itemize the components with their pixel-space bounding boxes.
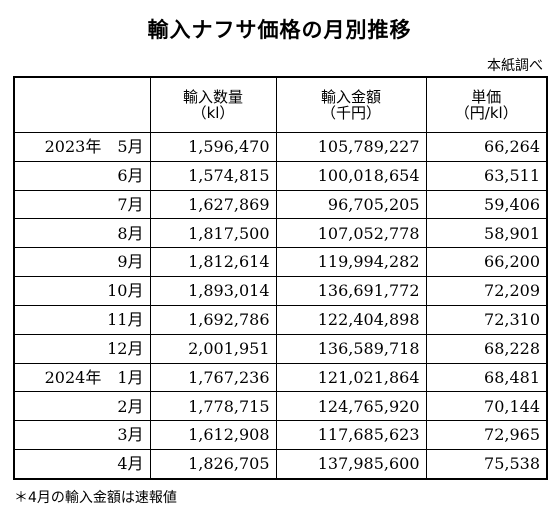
volume-cell: 1,612,908	[149, 420, 277, 451]
month-cell: 11月	[13, 304, 151, 335]
month-cell: 2月	[13, 391, 151, 422]
table-row: 6月 1,574,815 100,018,654 63,511	[13, 160, 548, 191]
table-row: 2023年 5月 1,596,470 105,789,227 66,264	[13, 132, 548, 162]
volume-cell: 1,767,236	[149, 362, 277, 393]
table-row: 10月 1,893,014 136,691,772 72,209	[13, 276, 548, 306]
price-cell: 72,310	[425, 304, 548, 335]
header-amount: 輸入金額 （千円）	[275, 76, 427, 133]
price-cell: 75,538	[425, 449, 548, 480]
header-amount-unit: （千円）	[320, 104, 381, 122]
month-cell: 8月	[13, 218, 151, 249]
month-cell: 3月	[13, 420, 151, 451]
header-price: 単価 （円/kl）	[425, 76, 548, 133]
source-label: 本紙調べ	[487, 58, 543, 74]
volume-cell: 1,778,715	[149, 391, 277, 422]
table-row: 9月 1,812,614 119,994,282 66,200	[13, 247, 548, 278]
amount-cell: 137,985,600	[275, 449, 427, 480]
price-cell: 63,511	[425, 160, 548, 191]
header-month	[13, 76, 151, 133]
volume-cell: 2,001,951	[149, 333, 277, 364]
price-cell: 72,209	[425, 276, 548, 306]
header-price-unit: （円/kl）	[454, 104, 518, 122]
month-cell: 12月	[13, 333, 151, 364]
amount-cell: 119,994,282	[275, 247, 427, 278]
header-volume: 輸入数量 （kl）	[149, 76, 277, 133]
table-body: 2023年 5月 1,596,470 105,789,227 66,264 6月…	[13, 132, 548, 480]
volume-cell: 1,826,705	[149, 449, 277, 480]
price-cell: 70,144	[425, 391, 548, 422]
volume-cell: 1,596,470	[149, 132, 277, 162]
price-cell: 68,481	[425, 362, 548, 393]
month-cell: 4月	[13, 449, 151, 480]
volume-cell: 1,893,014	[149, 276, 277, 306]
table-row: 2024年 1月 1,767,236 121,021,864 68,481	[13, 362, 548, 393]
amount-cell: 122,404,898	[275, 304, 427, 335]
price-cell: 59,406	[425, 189, 548, 220]
header-volume-label: 輸入数量	[182, 87, 243, 106]
volume-cell: 1,627,869	[149, 189, 277, 220]
price-cell: 66,264	[425, 132, 548, 162]
amount-cell: 100,018,654	[275, 160, 427, 191]
month-cell: 7月	[13, 189, 151, 220]
table-row: 4月 1,826,705 137,985,600 75,538	[13, 449, 548, 480]
table-row: 8月 1,817,500 107,052,778 58,901	[13, 218, 548, 249]
amount-cell: 121,021,864	[275, 362, 427, 393]
volume-cell: 1,692,786	[149, 304, 277, 335]
table-row: 7月 1,627,869 96,705,205 59,406	[13, 189, 548, 220]
month-cell: 9月	[13, 247, 151, 278]
volume-cell: 1,812,614	[149, 247, 277, 278]
naphtha-price-table: 輸入数量 （kl） 輸入金額 （千円） 単価 （円/kl） 2023年 5月 1…	[13, 76, 548, 480]
volume-cell: 1,817,500	[149, 218, 277, 249]
header-volume-unit: （kl）	[191, 104, 235, 122]
page-title: 輸入ナフサ価格の月別推移	[147, 18, 412, 42]
header-price-label: 単価	[471, 87, 502, 106]
amount-cell: 96,705,205	[275, 189, 427, 220]
amount-cell: 117,685,623	[275, 420, 427, 451]
table-row: 11月 1,692,786 122,404,898 72,310	[13, 304, 548, 335]
amount-cell: 124,765,920	[275, 391, 427, 422]
price-cell: 58,901	[425, 218, 548, 249]
footnote: ＊4月の輸入金額は速報値	[14, 490, 177, 506]
table-row: 3月 1,612,908 117,685,623 72,965	[13, 420, 548, 451]
month-cell: 10月	[13, 276, 151, 306]
month-cell: 2023年 5月	[13, 132, 151, 162]
table-row: 2月 1,778,715 124,765,920 70,144	[13, 391, 548, 422]
price-cell: 72,965	[425, 420, 548, 451]
header-amount-label: 輸入金額	[320, 87, 381, 106]
price-cell: 66,200	[425, 247, 548, 278]
amount-cell: 107,052,778	[275, 218, 427, 249]
table-row: 12月 2,001,951 136,589,718 68,228	[13, 333, 548, 364]
month-cell: 6月	[13, 160, 151, 191]
amount-cell: 136,589,718	[275, 333, 427, 364]
month-cell: 2024年 1月	[13, 362, 151, 393]
volume-cell: 1,574,815	[149, 160, 277, 191]
table-header-row: 輸入数量 （kl） 輸入金額 （千円） 単価 （円/kl）	[13, 76, 548, 133]
amount-cell: 105,789,227	[275, 132, 427, 162]
price-cell: 68,228	[425, 333, 548, 364]
amount-cell: 136,691,772	[275, 276, 427, 306]
